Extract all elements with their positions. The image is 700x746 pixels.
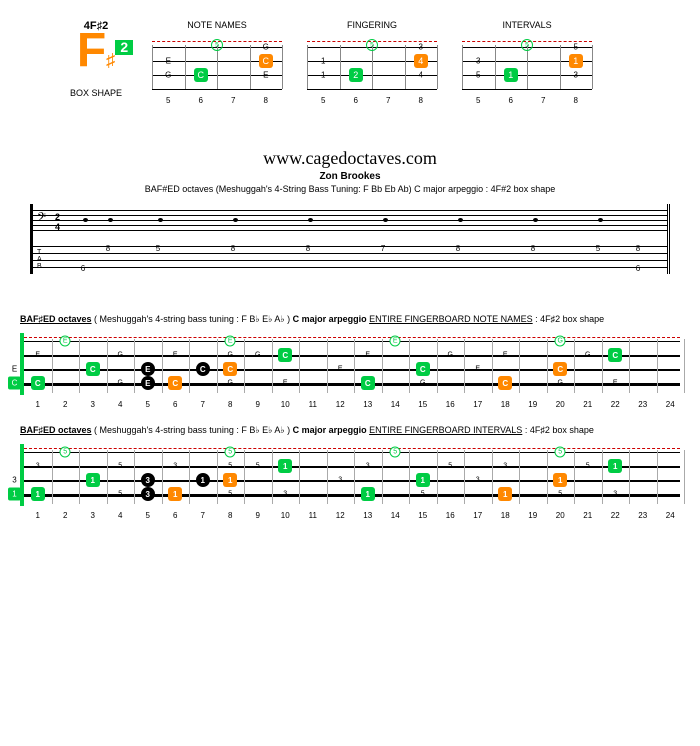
- fretboard-title: BAF♯ED octaves ( Meshuggah's 4-string ba…: [20, 314, 690, 325]
- fretboard-intervals-section: BAF♯ED octaves ( Meshuggah's 4-string ba…: [10, 425, 690, 506]
- author: Zon Brookes: [10, 171, 690, 182]
- fretboard-title: BAF♯ED octaves ( Meshuggah's 4-string ba…: [20, 425, 690, 436]
- fretboard-notes-section: BAF♯ED octaves ( Meshuggah's 4-string ba…: [10, 314, 690, 395]
- box-shape: 4F♯2 F♯ 2 BOX SHAPE: [70, 20, 122, 98]
- fretboard-intervals: 1234567891011121314151617181920212223243…: [20, 444, 680, 506]
- small-diagrams: NOTE NAMES56785GEEGCCFINGERING5678514132…: [137, 20, 592, 93]
- site-url: www.cagedoctaves.com: [10, 148, 690, 169]
- diagram-title: FINGERING: [307, 20, 437, 30]
- box-shape-caption: BOX SHAPE: [70, 88, 122, 98]
- diagram-title: NOTE NAMES: [152, 20, 282, 30]
- fretboard-notes: 123456789101112131415161718192021222324E…: [20, 333, 680, 395]
- notation-desc: BAF#ED octaves (Meshuggah's 4-String Bas…: [10, 184, 690, 194]
- staff-tab: TAB𝄢2485887885866: [30, 204, 670, 274]
- fsharp-symbol: F♯ 2: [77, 32, 115, 70]
- two-badge: 2: [115, 40, 133, 55]
- diagram-title: INTERVALS: [462, 20, 592, 30]
- top-section: 4F♯2 F♯ 2 BOX SHAPE NOTE NAMES56785GEEGC…: [10, 20, 690, 98]
- notation-section: www.cagedoctaves.com Zon Brookes BAF#ED …: [10, 148, 690, 274]
